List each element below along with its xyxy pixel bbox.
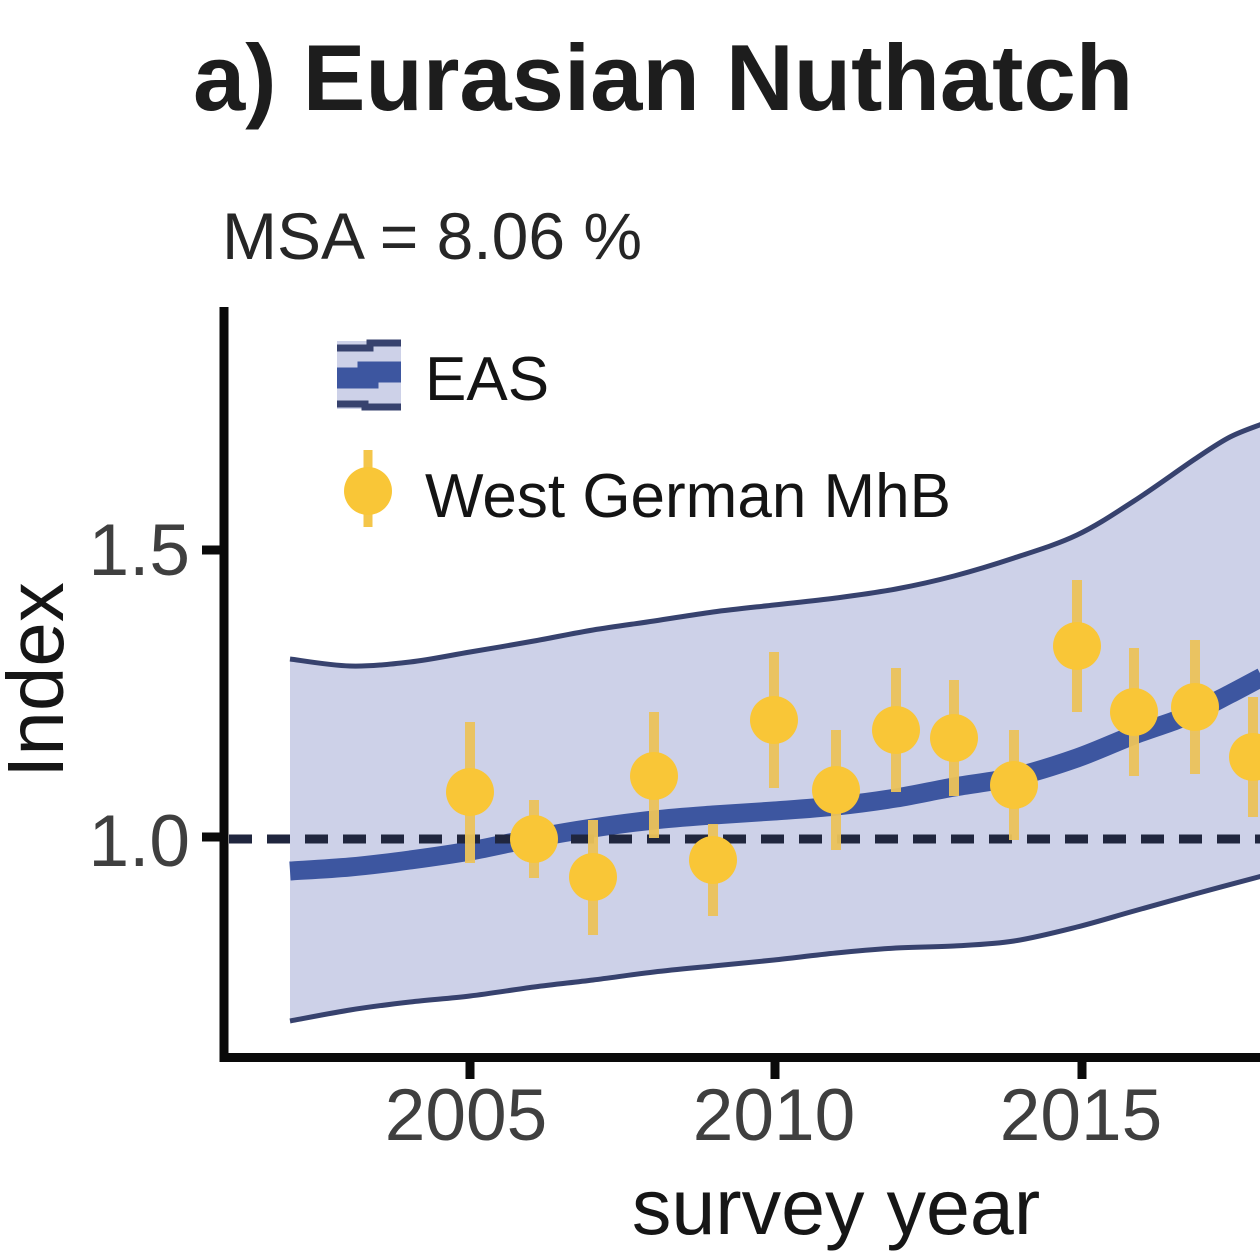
svg-text:EAS: EAS [425,345,549,414]
svg-text:1.0: 1.0 [89,801,190,882]
svg-text:West German MhB: West German MhB [425,462,951,531]
svg-text:1.5: 1.5 [89,510,190,591]
svg-text:2010: 2010 [693,1075,855,1156]
svg-text:MSA = 8.06 %: MSA = 8.06 % [222,199,642,273]
svg-text:a) Eurasian Nuthatch: a) Eurasian Nuthatch [193,25,1133,130]
svg-text:2005: 2005 [385,1075,547,1156]
svg-text:Index: Index [0,582,80,778]
svg-text:survey year: survey year [632,1162,1040,1251]
svg-text:2015: 2015 [1000,1075,1162,1156]
